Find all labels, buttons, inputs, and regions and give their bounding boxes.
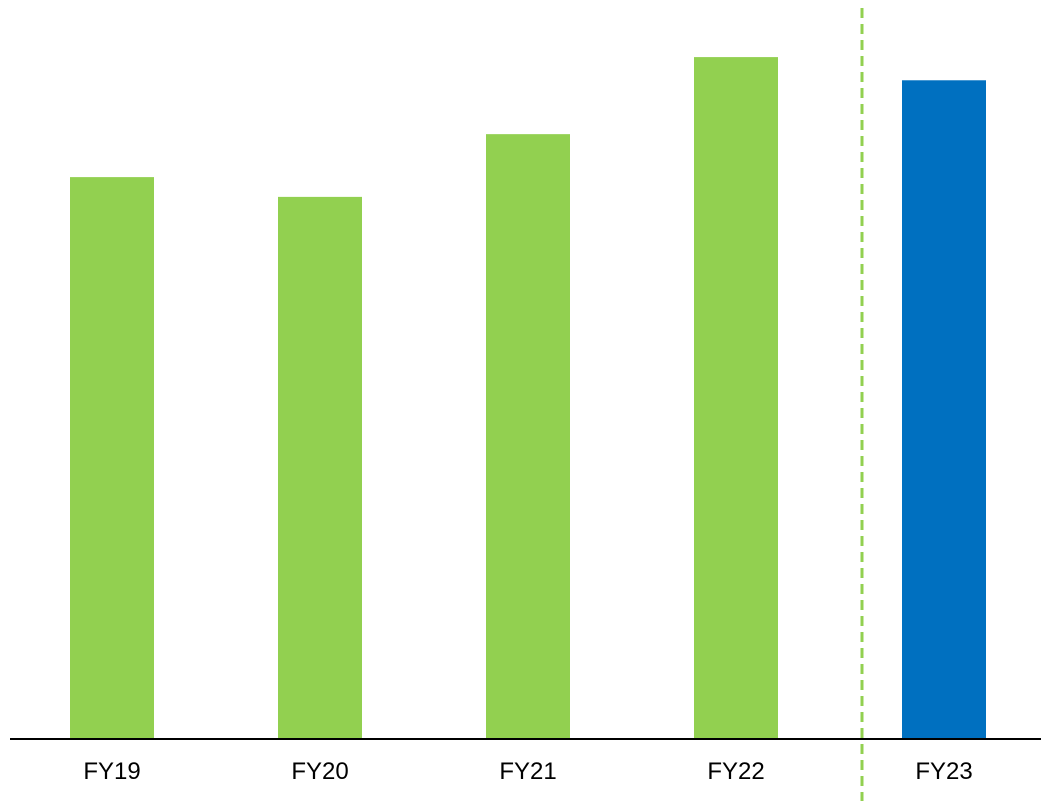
- x-tick-label-fy20: FY20: [291, 758, 348, 785]
- x-tick-label-fy22: FY22: [707, 758, 764, 785]
- x-tick-label-fy19: FY19: [83, 758, 140, 785]
- bar-fy21: [486, 134, 570, 739]
- bar-fy20: [278, 196, 362, 739]
- bar-fy23: [902, 80, 986, 739]
- x-tick-label-fy23: FY23: [915, 758, 972, 785]
- x-tick-label-fy21: FY21: [499, 758, 556, 785]
- bars-layer: [70, 57, 986, 740]
- bar-fy19: [70, 177, 154, 739]
- x-tick-labels: FY19 FY20 FY21 FY22 FY23: [83, 758, 972, 785]
- bar-fy22: [694, 57, 778, 740]
